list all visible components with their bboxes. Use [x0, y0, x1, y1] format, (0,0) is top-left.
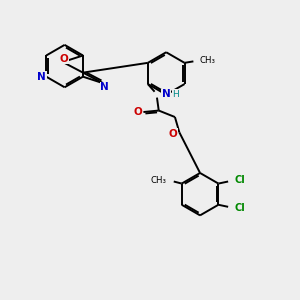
- Text: Cl: Cl: [235, 203, 245, 213]
- Text: CH₃: CH₃: [150, 176, 167, 184]
- Text: O: O: [169, 128, 177, 139]
- Text: O: O: [60, 53, 69, 64]
- Text: CH₃: CH₃: [200, 56, 216, 65]
- Text: O: O: [134, 107, 142, 117]
- Text: N: N: [38, 72, 46, 82]
- Text: H: H: [172, 90, 179, 99]
- Text: N: N: [100, 82, 109, 92]
- Text: N: N: [162, 89, 170, 99]
- Text: Cl: Cl: [235, 175, 245, 185]
